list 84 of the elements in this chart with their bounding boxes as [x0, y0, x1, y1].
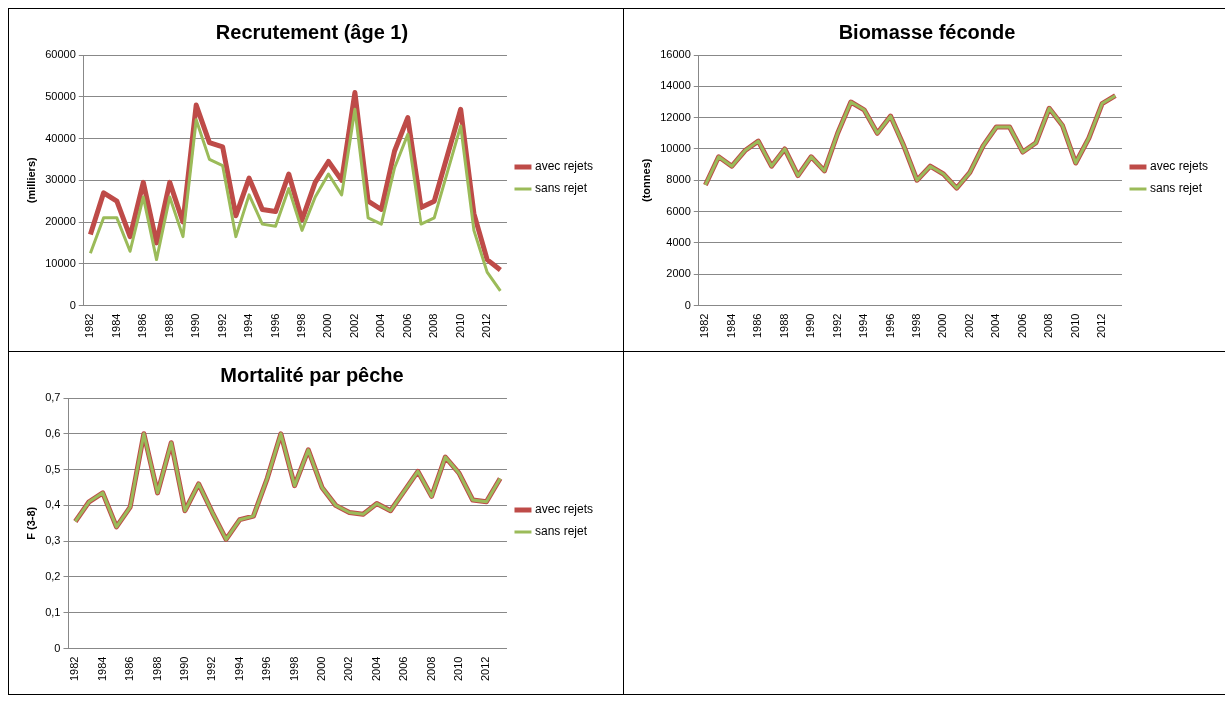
y-tick-label: 0,5 — [45, 462, 61, 475]
x-tick-label: 2012 — [479, 656, 492, 682]
x-tick-label: 2012 — [1095, 313, 1108, 339]
legend-label: avec rejets — [1149, 159, 1209, 174]
y-tick-label: 50000 — [45, 89, 76, 102]
x-tick-label: 1990 — [189, 313, 202, 339]
x-tick-label: 1994 — [242, 313, 255, 339]
x-tick-label: 1984 — [95, 656, 108, 682]
x-tick-label: 1990 — [177, 656, 190, 682]
y-tick-label: 0 — [69, 298, 76, 311]
x-tick-label: 2002 — [962, 313, 975, 339]
y-tick-label: 30000 — [45, 173, 76, 186]
x-tick-label: 1992 — [215, 313, 228, 339]
x-tick-label: 1994 — [857, 313, 870, 339]
legend-label: avec rejets — [534, 502, 594, 517]
x-tick-label: 2004 — [369, 656, 382, 682]
y-tick-label: 10000 — [45, 256, 76, 269]
x-tick-label: 1994 — [232, 656, 245, 682]
x-tick-label: 2008 — [427, 313, 440, 339]
y-tick-label: 0,7 — [45, 391, 61, 404]
x-tick-label: 1986 — [751, 313, 764, 339]
x-tick-label: 2006 — [1015, 313, 1028, 339]
x-tick-label: 1984 — [724, 313, 737, 339]
x-tick-label: 1992 — [205, 656, 218, 682]
x-tick-label: 1998 — [295, 313, 308, 339]
x-tick-label: 1992 — [830, 313, 843, 339]
legend-label: sans rejet — [534, 181, 588, 196]
x-tick-label: 2000 — [315, 656, 328, 682]
y-tick-label: 0,3 — [45, 534, 61, 547]
x-tick-label: 1988 — [150, 656, 163, 682]
x-tick-label: 1998 — [287, 656, 300, 682]
chart-title: Biomasse féconde — [838, 20, 1016, 43]
y-tick-label: 4000 — [666, 235, 691, 248]
y-tick-label: 0,4 — [45, 498, 61, 511]
x-tick-label: 1986 — [123, 656, 136, 682]
legend-label: sans rejet — [1149, 181, 1203, 196]
y-axis-title: (tonnes) — [639, 158, 652, 202]
x-tick-label: 2000 — [936, 313, 949, 339]
x-tick-label: 2006 — [400, 313, 413, 339]
chart-title: Mortalité par pêche — [220, 363, 404, 386]
x-tick-label: 1986 — [136, 313, 149, 339]
x-tick-label: 2010 — [452, 656, 465, 682]
x-tick-label: 2006 — [397, 656, 410, 682]
y-tick-label: 0 — [684, 298, 691, 311]
y-tick-label: 20000 — [45, 215, 76, 228]
x-tick-label: 1982 — [83, 313, 96, 339]
x-tick-label: 1982 — [698, 313, 711, 339]
x-tick-label: 1988 — [777, 313, 790, 339]
y-axis-title: (milliers) — [24, 157, 37, 204]
x-tick-label: 2004 — [989, 313, 1002, 339]
y-axis-title: F (3-8) — [24, 506, 37, 540]
y-tick-label: 10000 — [660, 141, 691, 154]
x-tick-label: 1996 — [268, 313, 281, 339]
legend-label: avec rejets — [534, 159, 594, 174]
x-tick-label: 1982 — [68, 656, 81, 682]
x-tick-label: 2010 — [453, 313, 466, 339]
x-tick-label: 2008 — [424, 656, 437, 682]
y-tick-label: 6000 — [666, 204, 691, 217]
x-tick-label: 2012 — [480, 313, 493, 339]
x-tick-label: 1996 — [260, 656, 273, 682]
x-tick-label: 1998 — [910, 313, 923, 339]
y-tick-label: 40000 — [45, 131, 76, 144]
x-tick-label: 2002 — [347, 313, 360, 339]
y-tick-label: 0,1 — [45, 605, 61, 618]
y-tick-label: 0,6 — [45, 426, 61, 439]
y-tick-label: 0,2 — [45, 569, 61, 582]
y-tick-label: 8000 — [666, 173, 691, 186]
legend-label: sans rejet — [534, 524, 588, 539]
y-tick-label: 2000 — [666, 267, 691, 280]
y-tick-label: 60000 — [45, 48, 76, 61]
x-tick-label: 1984 — [109, 313, 122, 339]
x-tick-label: 2004 — [374, 313, 387, 339]
x-tick-label: 2000 — [321, 313, 334, 339]
x-tick-label: 1990 — [804, 313, 817, 339]
x-tick-label: 1988 — [162, 313, 175, 339]
x-tick-label: 2008 — [1042, 313, 1055, 339]
y-tick-label: 0 — [54, 641, 61, 654]
y-tick-label: 16000 — [660, 48, 691, 61]
x-tick-label: 2002 — [342, 656, 355, 682]
x-tick-label: 1996 — [883, 313, 896, 339]
x-tick-label: 2010 — [1068, 313, 1081, 339]
chart-title: Recrutement (âge 1) — [215, 20, 409, 43]
y-tick-label: 14000 — [660, 79, 691, 92]
y-tick-label: 12000 — [660, 110, 691, 123]
